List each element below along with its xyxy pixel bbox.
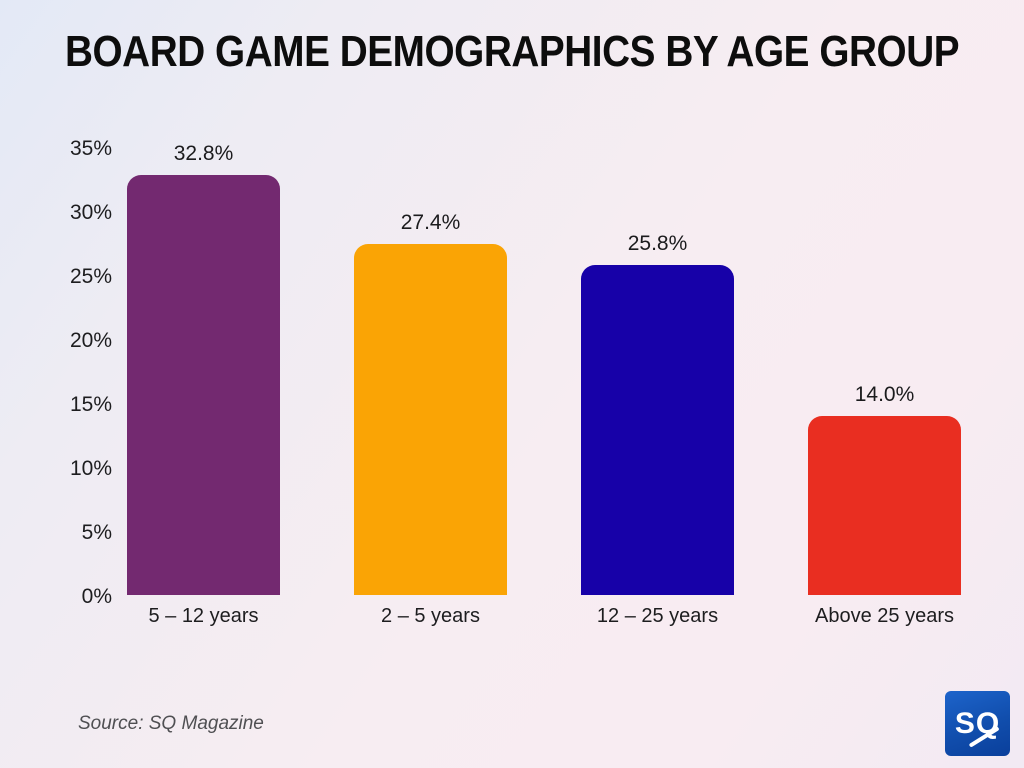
bar [127, 175, 280, 595]
x-axis-label: 5 – 12 years [148, 605, 259, 627]
bar [354, 244, 507, 595]
x-axis-label: Above 25 years [815, 605, 954, 627]
bar-value-label: 32.8% [173, 142, 234, 166]
x-axis-label: 12 – 25 years [596, 605, 719, 627]
bar [808, 415, 961, 595]
sq-logo-text: SQ [954, 706, 1001, 740]
x-axis-label: 2 – 5 years [381, 605, 480, 627]
y-axis-tick-label: 10% [69, 457, 112, 480]
bar-value-label: 14.0% [854, 382, 915, 406]
chart-title: BOARD GAME DEMOGRAPHICS BY AGE GROUP [64, 27, 960, 76]
source-attribution: Source: SQ Magazine [78, 713, 264, 734]
bar [581, 264, 734, 595]
sq-magazine-logo: SQ [945, 691, 1010, 756]
chart-title-container: BOARD GAME DEMOGRAPHICS BY AGE GROUP [0, 27, 1024, 77]
y-axis-tick-label: 20% [69, 329, 112, 352]
y-axis-tick-label: 15% [69, 393, 112, 416]
bar-value-label: 27.4% [400, 211, 461, 235]
bar-value-label: 25.8% [627, 231, 688, 255]
y-axis-tick-label: 35% [69, 137, 112, 160]
y-axis-tick-label: 5% [81, 521, 112, 544]
y-axis-tick-label: 25% [69, 265, 112, 288]
y-axis-tick-label: 0% [81, 585, 112, 608]
y-axis-tick-label: 30% [69, 201, 112, 224]
